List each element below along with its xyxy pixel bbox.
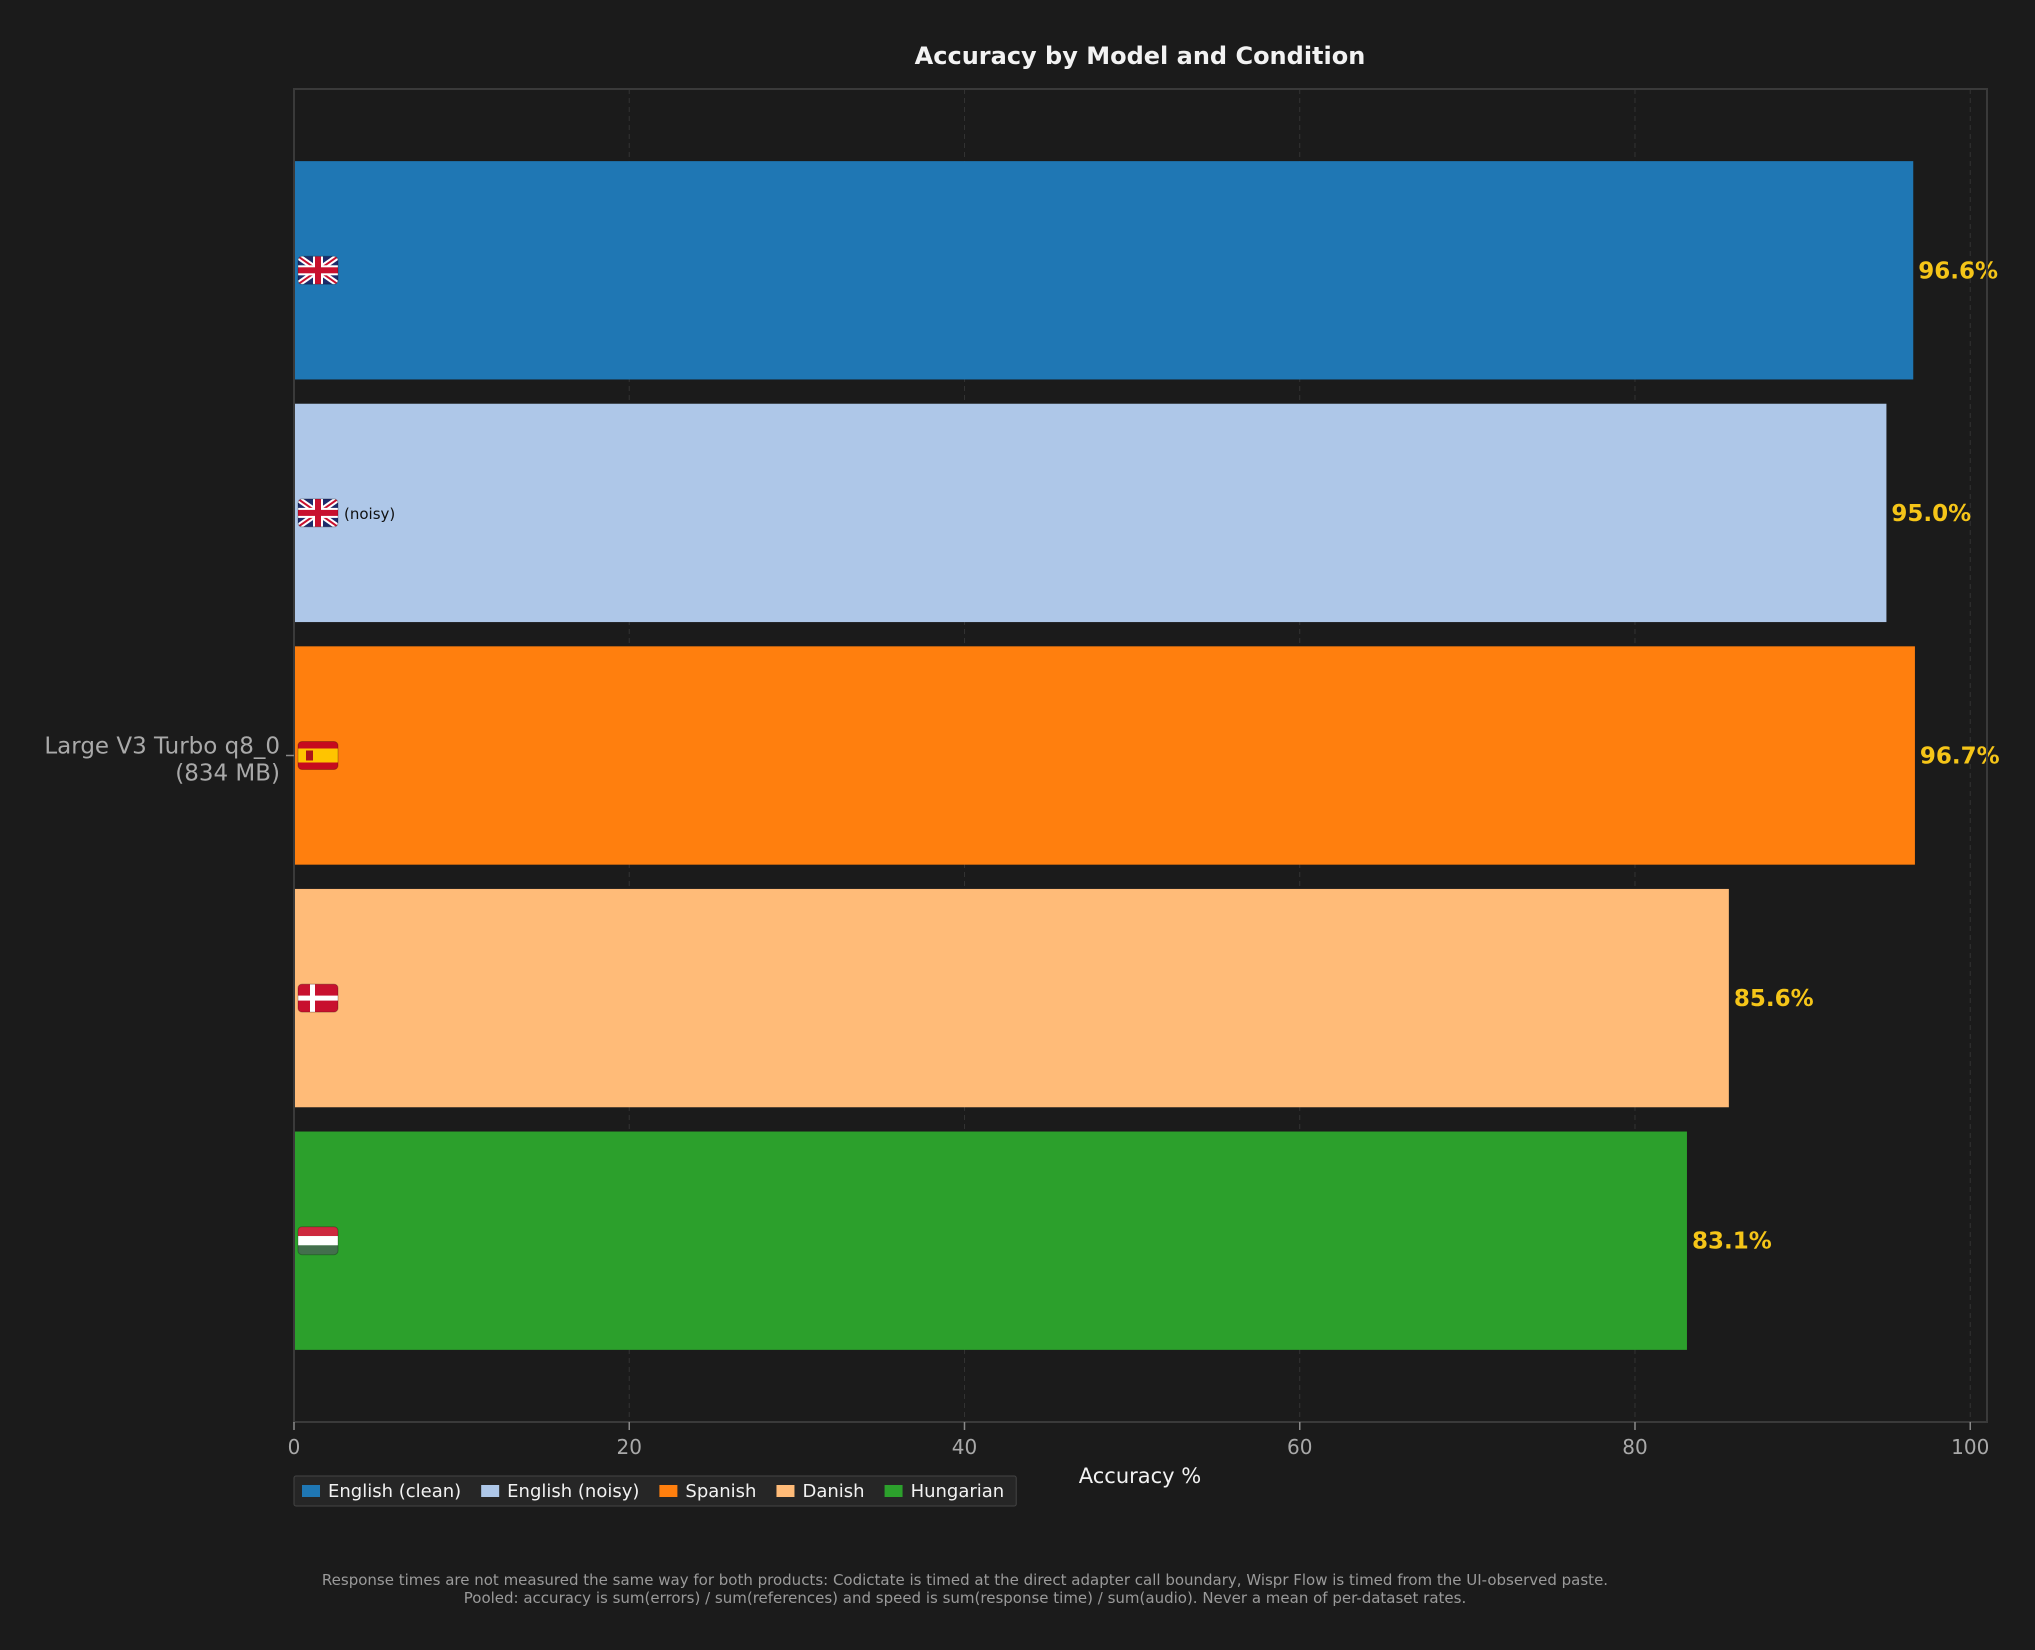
x-tick-label-4: 80 (1622, 1435, 1647, 1459)
value-label-1: 95.0% (1891, 501, 1971, 527)
x-tick-label-3: 60 (1287, 1435, 1312, 1459)
legend-swatch-3 (776, 1485, 795, 1497)
flag-hu-icon (297, 1226, 339, 1256)
value-label-3: 85.6% (1734, 986, 1814, 1012)
x-tick-label-2: 40 (952, 1435, 977, 1459)
bar-danish (294, 888, 1729, 1108)
value-label-0: 96.6% (1918, 258, 1998, 284)
chart-title: Accuracy by Model and Condition (915, 42, 1366, 70)
value-label-4: 83.1% (1692, 1229, 1772, 1255)
legend-box (293, 1475, 1017, 1507)
legend-swatch-1 (481, 1485, 500, 1497)
legend-label-3: Danish (802, 1481, 864, 1502)
legend-label-1: English (noisy) (507, 1481, 639, 1502)
x-tick-label-5: 100 (1951, 1435, 1989, 1459)
flag-dk-icon (297, 983, 339, 1013)
footnote: Response times are not measured the same… (322, 1571, 1608, 1607)
bar-marker-1: (noisy) (344, 505, 395, 523)
bar-spanish (294, 646, 1915, 865)
flag-es-icon (297, 741, 339, 770)
bars: 96.6%(noisy) 95.0%96.7%85.6%83.1% (294, 161, 2000, 1350)
footnote-line-2: Pooled: accuracy is sum(errors) / sum(re… (464, 1589, 1466, 1607)
y-axis-category: Large V3 Turbo q8_0 (834 MB) (44, 734, 294, 787)
legend-label-2: Spanish (685, 1481, 756, 1502)
x-axis-ticks: 0 20 40 60 80 100 (288, 1422, 1989, 1459)
legend-swatch-0 (302, 1485, 320, 1497)
bar-english-clean (294, 161, 1914, 380)
flag-uk-icon (297, 255, 339, 285)
bar-english-noisy (294, 403, 1887, 623)
flag-uk-icon (297, 498, 339, 528)
legend-swatch-2 (659, 1485, 678, 1497)
legend-label-0: English (clean) (328, 1481, 461, 1502)
legend-swatch-4 (884, 1485, 903, 1497)
legend-label-4: Hungarian (911, 1481, 1005, 1502)
footnote-line-1: Response times are not measured the same… (322, 1571, 1608, 1589)
x-axis-label: Accuracy % (1079, 1464, 1202, 1488)
legend: English (clean) English (noisy) Spanish Dan… (293, 1475, 1017, 1507)
x-tick-label-0: 0 (288, 1435, 301, 1459)
bar-hungarian (294, 1131, 1687, 1350)
x-tick-label-1: 20 (617, 1435, 642, 1459)
y-category-label: Large V3 Turbo q8_0 (834 MB) (44, 734, 280, 787)
